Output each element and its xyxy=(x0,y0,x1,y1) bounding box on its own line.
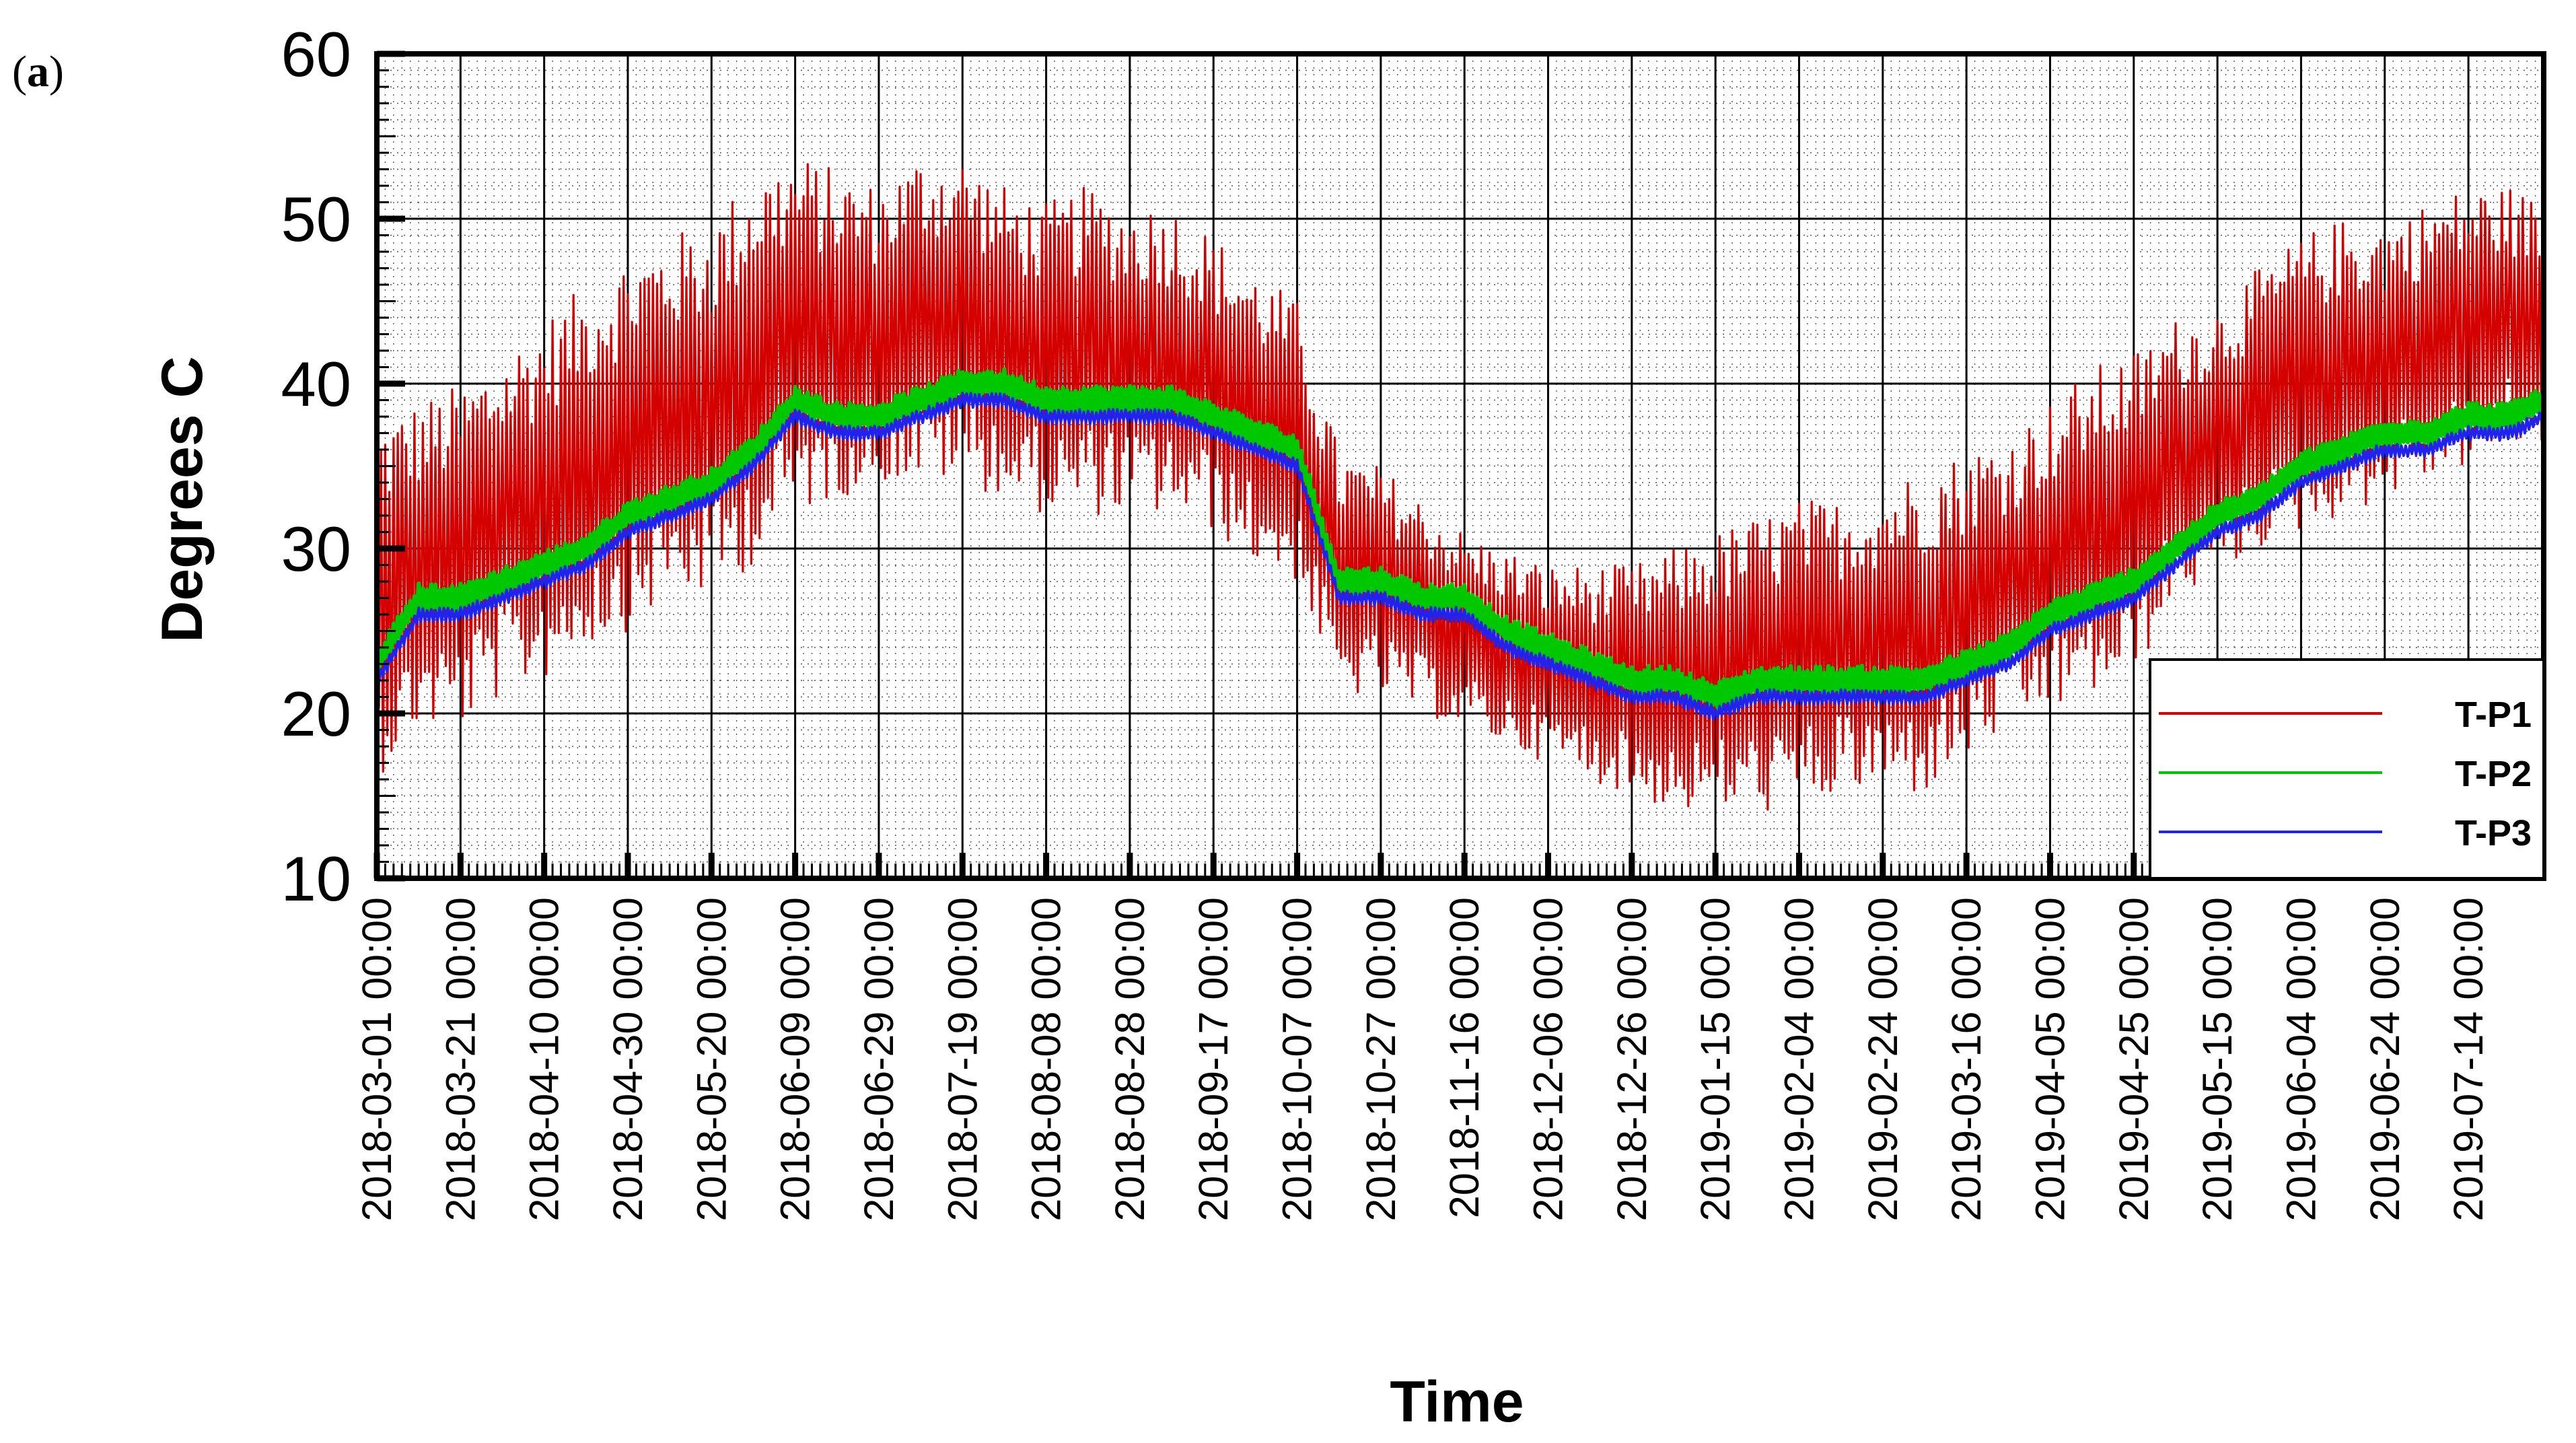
x-tick-label: 2018-11-16 00:00 xyxy=(1441,897,1487,1218)
x-tick-labels: 2018-03-01 00:00 2018-03-21 00:00 2018-04-… xyxy=(354,897,2491,1222)
x-tick-label: 2019-05-15 00:00 xyxy=(2194,897,2240,1222)
y-tick-label: 10 xyxy=(281,843,351,914)
y-tick-label: 40 xyxy=(281,349,351,419)
minor-grid xyxy=(377,54,2544,878)
legend-label-t-p2: T-P2 xyxy=(2455,754,2532,794)
series-layer xyxy=(375,163,2546,811)
x-tick-label: 2018-06-09 00:00 xyxy=(773,897,818,1222)
x-axis-title: Time xyxy=(1390,1370,1524,1434)
legend: T-P1 T-P2 T-P3 xyxy=(2149,658,2545,880)
x-tick-label: 2019-03-16 00:00 xyxy=(1943,897,1989,1222)
x-tick-label: 2019-02-24 00:00 xyxy=(1860,897,1906,1222)
x-tick-label: 2018-07-19 00:00 xyxy=(939,897,985,1222)
x-tick-label: 2018-04-30 00:00 xyxy=(605,897,651,1222)
x-tick-label: 2019-06-04 00:00 xyxy=(2278,897,2324,1222)
x-tick-label: 2019-07-14 00:00 xyxy=(2445,897,2491,1222)
y-tick-labels: 10 20 30 40 50 60 xyxy=(281,19,351,914)
series-t-p3 xyxy=(375,391,2545,721)
minor-grid-lines xyxy=(377,54,2544,878)
x-tick-label: 2019-04-25 00:00 xyxy=(2111,897,2157,1222)
x-tick-label: 2018-06-29 00:00 xyxy=(856,897,902,1222)
x-tick-label: 2018-12-26 00:00 xyxy=(1609,897,1655,1222)
legend-box xyxy=(2149,658,2545,880)
panel-label: (a) xyxy=(12,47,64,96)
y-tick-label: 30 xyxy=(281,514,351,584)
x-tick-label: 2018-03-21 00:00 xyxy=(437,897,483,1222)
x-tick-label: 2019-06-24 00:00 xyxy=(2362,897,2408,1222)
legend-label-t-p1: T-P1 xyxy=(2455,695,2532,735)
x-tick-label: 2018-08-08 00:00 xyxy=(1024,897,1069,1222)
x-tick-label: 2018-10-07 00:00 xyxy=(1275,897,1320,1222)
x-tick-label: 2018-09-17 00:00 xyxy=(1190,897,1236,1222)
y-axis-title: Degrees C xyxy=(150,356,215,642)
y-tick-label: 50 xyxy=(281,184,351,254)
y-tick-label: 60 xyxy=(281,19,351,90)
x-tick-label: 2019-04-05 00:00 xyxy=(2027,897,2073,1222)
x-tick-label: 2018-03-01 00:00 xyxy=(354,897,400,1222)
x-tick-label: 2019-01-15 00:00 xyxy=(1692,897,1738,1222)
x-tick-label: 2018-05-20 00:00 xyxy=(688,897,734,1222)
legend-label-t-p3: T-P3 xyxy=(2455,813,2532,853)
x-tick-label: 2018-12-06 00:00 xyxy=(1526,897,1571,1222)
y-tick-label: 20 xyxy=(281,678,351,749)
x-tick-label: 2018-04-10 00:00 xyxy=(522,897,567,1222)
series-t-p2 xyxy=(375,367,2546,711)
x-tick-label: 2018-08-28 00:00 xyxy=(1107,897,1153,1222)
x-tick-label: 2019-02-04 00:00 xyxy=(1777,897,1822,1222)
x-tick-label: 2018-10-27 00:00 xyxy=(1358,897,1404,1222)
